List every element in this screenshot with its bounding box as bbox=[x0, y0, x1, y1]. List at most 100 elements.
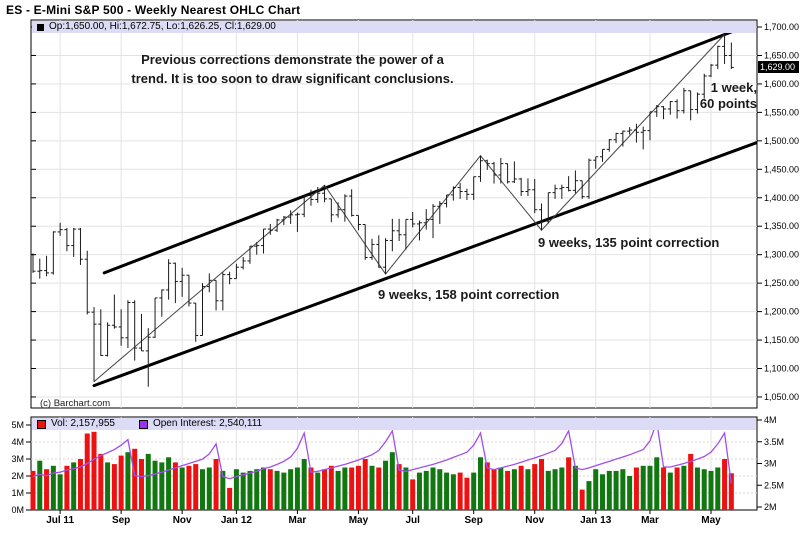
price-tick-label: 1,300.00 bbox=[764, 250, 799, 260]
volume-bar-down bbox=[362, 459, 368, 510]
ohlc-bar bbox=[403, 218, 409, 250]
volume-bar-down bbox=[308, 467, 314, 510]
volume-bar-up bbox=[206, 467, 212, 510]
ohlc-bar bbox=[77, 227, 83, 265]
ohlc-bar bbox=[647, 111, 653, 141]
volume-bar-down bbox=[410, 479, 416, 510]
ohlc-bar bbox=[315, 186, 321, 203]
volume-legend: Vol: 2,157,955 Open Interest: 2,540,111 bbox=[32, 418, 756, 430]
volume-bar-up bbox=[369, 465, 375, 510]
volume-bar-up bbox=[233, 469, 239, 510]
ohlc-bar bbox=[633, 123, 639, 143]
volume-bar-up bbox=[694, 467, 700, 510]
ohlc-bar bbox=[355, 214, 361, 231]
volume-bar-down bbox=[518, 465, 524, 510]
volume-bar-down bbox=[376, 467, 382, 510]
x-axis-label: Nov bbox=[173, 515, 192, 526]
oi-right-tick-label: 3M bbox=[764, 459, 777, 469]
ohlc-bar bbox=[179, 267, 185, 297]
ohlc-bar bbox=[288, 210, 294, 224]
volume-bar-up bbox=[389, 452, 395, 510]
ohlc-bar bbox=[430, 204, 436, 239]
ohlc-bar bbox=[498, 157, 504, 184]
volume-bar-down bbox=[539, 459, 544, 510]
volume-bar-down bbox=[532, 464, 538, 510]
ohlc-bar bbox=[145, 328, 151, 387]
price-tick-label: 1,650.00 bbox=[764, 50, 799, 60]
price-tick-label: 1,450.00 bbox=[764, 164, 799, 174]
ohlc-bar bbox=[701, 73, 707, 99]
volume-bar-down bbox=[172, 462, 178, 510]
volume-bar-up bbox=[511, 469, 517, 510]
ohlc-bar bbox=[416, 220, 422, 241]
ohlc-bar bbox=[64, 227, 70, 252]
ohlc-bar bbox=[328, 198, 334, 223]
ohlc-bar bbox=[437, 201, 443, 224]
volume-bar-up bbox=[593, 469, 599, 510]
ohlc-bar bbox=[722, 34, 728, 64]
volume-bar-down bbox=[267, 469, 273, 510]
ohlc-bar bbox=[511, 161, 517, 183]
ohlc-bar bbox=[71, 227, 77, 257]
volume-bar-up bbox=[600, 474, 606, 510]
ohlc-bar bbox=[667, 100, 673, 115]
volume-bar-up bbox=[281, 472, 287, 510]
current-price-tag: 1,629.00 bbox=[758, 61, 799, 73]
volume-bar-down bbox=[579, 489, 585, 510]
price-tick-label: 1,250.00 bbox=[764, 278, 799, 288]
ohlc-bar bbox=[308, 189, 314, 206]
ohlc-bar bbox=[335, 202, 341, 218]
x-axis-label: Jan 12 bbox=[221, 515, 253, 526]
ohlc-bar bbox=[450, 186, 456, 201]
ohlc-bar bbox=[342, 194, 348, 222]
volume-bar-up bbox=[430, 467, 436, 510]
ohlc-bar bbox=[606, 139, 612, 152]
ohlc-bar bbox=[728, 42, 734, 69]
volume-left-tick-label: 3M bbox=[11, 454, 24, 464]
volume-left-tick-label: 4M bbox=[11, 437, 24, 447]
volume-bar-up bbox=[50, 465, 56, 510]
ohlc-bar bbox=[566, 176, 572, 192]
price-tick-label: 1,050.00 bbox=[764, 392, 799, 402]
ohlc-bar bbox=[389, 218, 395, 252]
x-axis-label: May bbox=[349, 515, 369, 526]
ohlc-bar bbox=[539, 203, 544, 231]
ohlc-bar bbox=[600, 148, 606, 162]
volume-bar-down bbox=[633, 467, 639, 510]
ohlc-bar bbox=[620, 130, 626, 147]
volume-bar-up bbox=[288, 469, 294, 510]
ohlc-bars bbox=[30, 34, 734, 387]
ohlc-bar bbox=[50, 231, 56, 275]
ohlc-bar bbox=[579, 180, 585, 199]
volume-bar-up bbox=[57, 474, 63, 510]
ohlc-bar bbox=[200, 283, 205, 337]
ohlc-bar bbox=[640, 126, 646, 150]
volume-bar-up bbox=[301, 459, 307, 510]
volume-bar-up bbox=[274, 470, 280, 510]
ohlc-bar bbox=[674, 99, 680, 119]
ohlc-bar bbox=[349, 189, 355, 217]
price-tick-label: 1,500.00 bbox=[764, 136, 799, 146]
volume-bar-down bbox=[688, 453, 694, 510]
ohlc-bar bbox=[301, 194, 307, 218]
ohlc-bar bbox=[457, 182, 463, 199]
x-axis-label: Sep bbox=[112, 515, 130, 526]
ohlc-bar bbox=[654, 104, 660, 117]
copyright-label: (c) Barchart.com bbox=[40, 398, 111, 409]
annotation-1week-line2: 60 points bbox=[699, 96, 757, 111]
volume-bar-down bbox=[322, 469, 328, 510]
ohlc-bar bbox=[383, 238, 389, 275]
ohlc-bar bbox=[627, 127, 633, 135]
annotation-1week-60points: 1 week, 60 points bbox=[700, 80, 757, 112]
ohlc-bar bbox=[166, 259, 172, 300]
ohlc-bar bbox=[206, 273, 212, 293]
ohlc-bar bbox=[484, 159, 490, 170]
volume-bar-up bbox=[403, 467, 409, 510]
ohlc-bar bbox=[132, 300, 138, 361]
volume-bar-up bbox=[200, 469, 205, 510]
volume-bar-down bbox=[484, 462, 490, 510]
ohlc-bar bbox=[261, 228, 267, 254]
ohlc-bar bbox=[505, 163, 511, 184]
ohlc-bar bbox=[688, 90, 694, 121]
price-tick-label: 1,100.00 bbox=[764, 364, 799, 374]
